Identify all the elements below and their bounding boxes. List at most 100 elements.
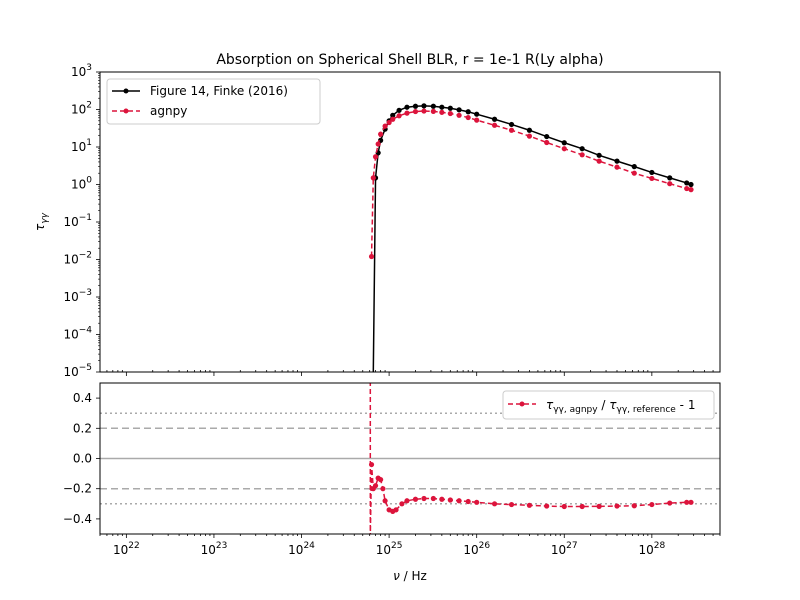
data-point-agnpy [561, 146, 567, 152]
ratio-point [508, 501, 515, 508]
bottom-y-tick-label: −0.2 [63, 482, 92, 496]
ratio-point [526, 502, 533, 508]
data-point-finke [684, 180, 690, 186]
tau-panel: Absorption on Spherical Shell BLR, r = 1… [33, 52, 721, 557]
data-point-finke [430, 103, 436, 109]
ratio-point [544, 503, 550, 509]
ratio-point [382, 498, 388, 504]
ratio-point [380, 486, 386, 492]
y-tick-label: 100 [71, 176, 92, 192]
series-line-agnpy [370, 110, 692, 257]
data-point-agnpy [667, 181, 673, 187]
legend-marker-finke [123, 88, 129, 94]
ratio-point [439, 496, 445, 502]
top-legend: Figure 14, Finke (2016) agnpy [106, 78, 321, 125]
data-point-agnpy [688, 187, 694, 193]
data-point-agnpy [491, 122, 498, 128]
data-point-finke [579, 146, 585, 152]
data-point-agnpy [474, 117, 480, 123]
ratio-point [378, 477, 384, 483]
ratio-point [368, 461, 375, 468]
data-point-finke [667, 175, 673, 181]
x-tick-label: 1026 [463, 541, 490, 557]
ratio-point [399, 501, 405, 507]
data-point-finke [649, 169, 655, 176]
data-point-finke [614, 158, 620, 164]
data-point-agnpy [372, 154, 379, 160]
ratio-point [456, 498, 462, 504]
x-axis-label: ν / Hz [393, 569, 427, 583]
ratio-point [447, 497, 453, 503]
data-point-finke [474, 111, 480, 117]
ratio-point [684, 499, 690, 505]
data-point-finke [688, 181, 694, 188]
data-point-finke [631, 164, 637, 170]
y-tick-label: 101 [71, 138, 92, 154]
data-point-agnpy [649, 175, 655, 182]
data-point-agnpy [412, 108, 419, 115]
legend-marker-agnpy [123, 108, 129, 114]
data-point-agnpy [596, 158, 602, 164]
x-tick-label: 1023 [201, 541, 228, 557]
series-line-finke [372, 105, 692, 372]
legend-marker-ratio [519, 401, 525, 407]
bottom-axes-frame [99, 382, 721, 535]
y-tick-label: 10−4 [63, 326, 92, 342]
data-point-agnpy [684, 185, 690, 192]
bottom-y-tick-label: 0.2 [73, 421, 92, 435]
ratio-point [404, 498, 410, 504]
ratio-panel: −0.4 −0.2 0.0 0.2 0.4 ν / Hz τγγ, agnpy / τγ… [63, 382, 721, 583]
ratio-point [649, 501, 655, 508]
data-point-agnpy [390, 116, 396, 122]
ratio-point [412, 496, 419, 502]
x-tick-label: 1027 [551, 541, 578, 557]
data-point-agnpy [631, 170, 637, 176]
data-point-agnpy [456, 112, 462, 118]
ratio-point [474, 499, 480, 505]
legend-label-agnpy: agnpy [150, 104, 187, 118]
ratio-point [421, 495, 427, 502]
data-point-agnpy [370, 175, 376, 181]
data-point-finke [447, 105, 453, 111]
y-tick-label: 10−5 [63, 363, 92, 379]
data-point-finke [404, 104, 410, 110]
data-point-agnpy [579, 152, 585, 158]
ratio-legend: τγγ, agnpy / τγγ, reference - 1 [502, 390, 715, 420]
ratio-point [393, 507, 399, 513]
data-point-agnpy [544, 139, 550, 146]
data-point-agnpy [614, 164, 620, 170]
data-point-finke [491, 116, 498, 122]
data-point-finke [396, 107, 402, 113]
x-tick-label: 1025 [376, 541, 403, 557]
data-point-agnpy [508, 127, 515, 133]
data-point-finke [544, 133, 550, 140]
bottom-y-tick-label: 0.4 [73, 391, 92, 405]
y-axis-label: τγγ [33, 212, 50, 231]
data-point-finke [412, 103, 419, 109]
legend-label-finke: Figure 14, Finke (2016) [150, 84, 288, 98]
data-point-agnpy [368, 253, 375, 260]
data-point-agnpy [396, 113, 402, 119]
data-point-agnpy [404, 110, 410, 116]
ratio-point [465, 498, 471, 505]
y-tick-label: 103 [71, 63, 92, 79]
ratio-point [579, 503, 585, 510]
data-point-finke [465, 109, 471, 115]
chart-title: Absorption on Spherical Shell BLR, r = 1… [216, 52, 603, 68]
ratio-point [372, 483, 379, 489]
data-point-finke [508, 121, 515, 128]
data-point-finke [596, 152, 602, 158]
data-point-agnpy [430, 108, 436, 114]
data-point-finke [421, 103, 427, 109]
data-point-agnpy [382, 123, 388, 129]
y-tick-label: 10−3 [63, 288, 92, 304]
data-point-finke [390, 112, 396, 118]
legend-label-ratio: τγγ, agnpy / τγγ, reference - 1 [546, 398, 695, 415]
data-point-finke [439, 104, 445, 110]
top-legend-box [106, 78, 321, 125]
data-point-finke [561, 140, 567, 146]
ratio-point [430, 495, 436, 502]
data-point-agnpy [375, 141, 381, 147]
bottom-y-tick-label: 0.0 [73, 452, 92, 466]
